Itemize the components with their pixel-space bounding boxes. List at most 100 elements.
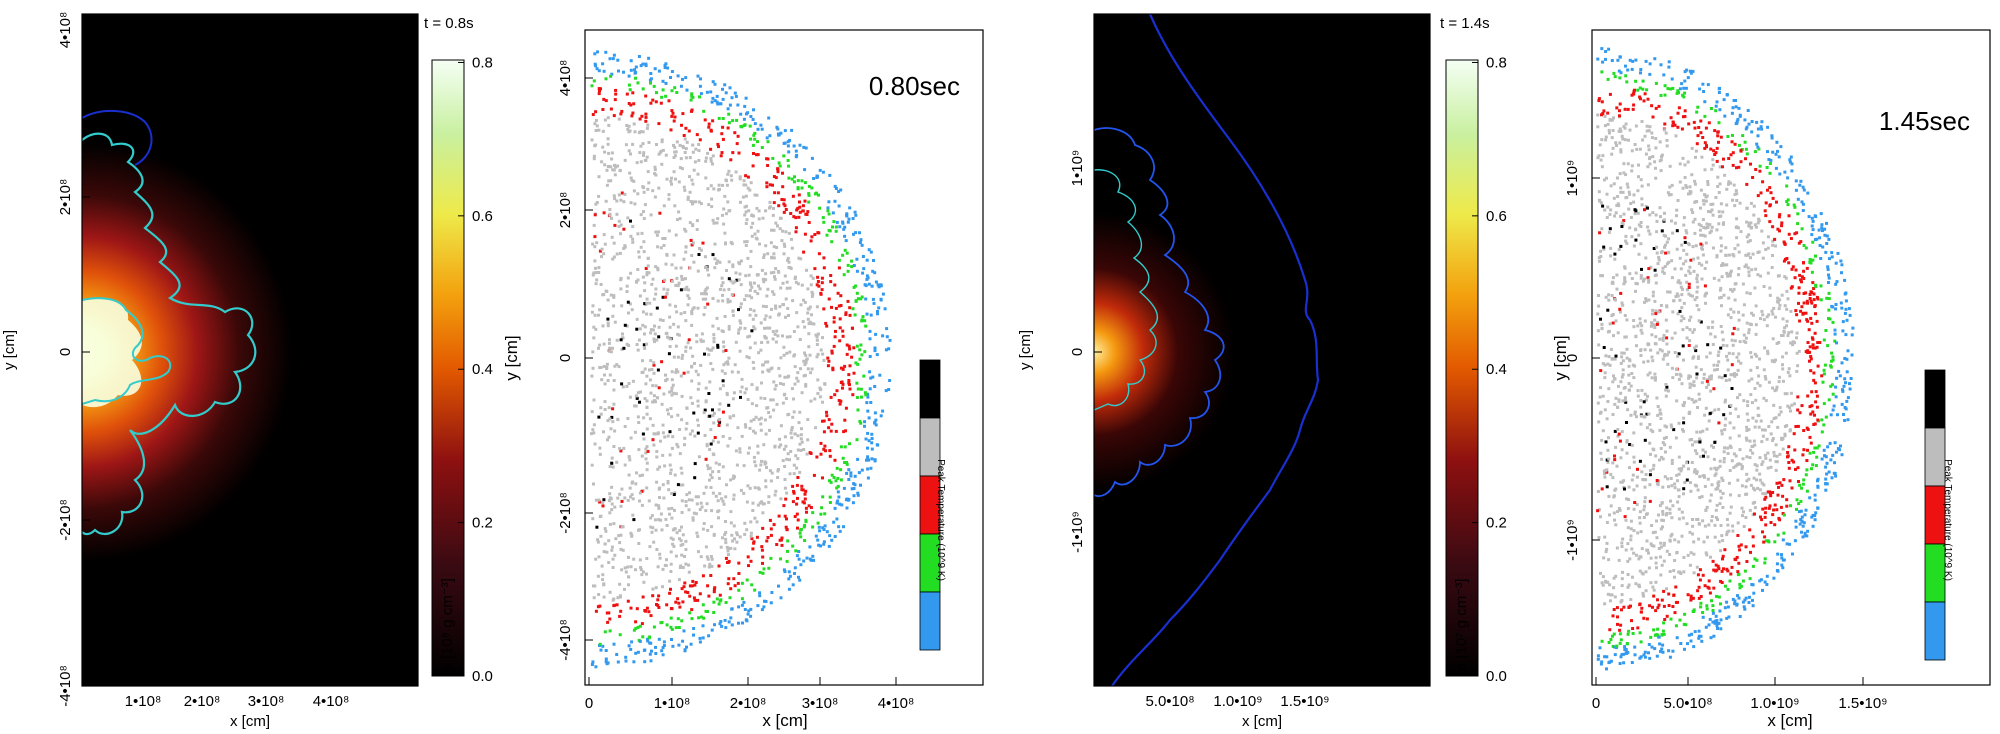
scatter-point — [1713, 440, 1717, 444]
scatter-point — [1775, 140, 1779, 144]
scatter-point — [757, 417, 761, 421]
scatter-point — [1716, 564, 1720, 568]
scatter-point — [1775, 200, 1778, 204]
scatter-point — [608, 417, 612, 421]
scatter-point — [1619, 214, 1623, 218]
scatter-point — [763, 397, 767, 400]
scatter-point — [619, 609, 623, 613]
panel-b-x-tick-label: 2•10⁸ — [730, 695, 767, 712]
scatter-point — [732, 524, 736, 528]
scatter-point — [1725, 271, 1729, 275]
scatter-point — [716, 343, 720, 347]
scatter-point — [1743, 607, 1747, 611]
scatter-point — [711, 408, 714, 412]
scatter-point — [881, 292, 885, 296]
scatter-point — [870, 447, 874, 451]
scatter-point — [1850, 333, 1854, 337]
scatter-point — [724, 531, 728, 534]
scatter-point — [1822, 372, 1826, 376]
scatter-point — [594, 110, 598, 114]
scatter-point — [632, 518, 636, 522]
scatter-point — [1607, 293, 1611, 297]
scatter-point — [845, 506, 849, 510]
scatter-point — [606, 317, 610, 321]
scatter-point — [1742, 303, 1746, 307]
scatter-point — [842, 486, 846, 490]
scatter-point — [609, 179, 613, 183]
scatter-point — [763, 326, 766, 330]
scatter-point — [684, 562, 688, 566]
scatter-point — [601, 108, 605, 111]
scatter-point — [1800, 200, 1804, 204]
scatter-point — [1711, 213, 1715, 217]
scatter-point — [1626, 585, 1630, 589]
scatter-point — [739, 395, 742, 399]
scatter-point — [1633, 143, 1637, 146]
scatter-point — [1751, 501, 1755, 505]
scatter-point — [599, 514, 603, 518]
scatter-point — [1696, 406, 1699, 409]
scatter-point — [856, 297, 860, 301]
scatter-point — [619, 198, 623, 202]
scatter-point — [592, 271, 596, 275]
scatter-point — [768, 200, 772, 204]
scatter-point — [711, 470, 715, 474]
scatter-point — [699, 92, 703, 96]
scatter-point — [826, 356, 830, 360]
scatter-point — [721, 281, 725, 285]
scatter-point — [1700, 263, 1704, 267]
scatter-point — [677, 180, 681, 184]
scatter-point — [674, 283, 678, 287]
scatter-point — [1834, 474, 1838, 478]
panel-b-legend-label: Peak Temperature (10^9 K) — [935, 459, 946, 581]
scatter-point — [821, 419, 824, 423]
scatter-point — [1721, 506, 1725, 509]
scatter-point — [627, 575, 630, 579]
scatter-point — [1705, 144, 1708, 148]
scatter-point — [698, 247, 701, 250]
scatter-point — [834, 306, 838, 310]
scatter-point — [1827, 276, 1831, 280]
scatter-point — [797, 557, 801, 561]
scatter-point — [755, 153, 758, 157]
scatter-point — [1786, 176, 1790, 180]
scatter-point — [1654, 166, 1657, 170]
scatter-point — [770, 256, 773, 260]
scatter-point — [693, 598, 697, 602]
scatter-point — [728, 436, 732, 440]
scatter-point — [717, 602, 721, 606]
scatter-point — [1620, 225, 1624, 228]
scatter-point — [747, 209, 751, 213]
scatter-point — [1734, 454, 1738, 458]
scatter-point — [1613, 252, 1617, 256]
scatter-point — [683, 227, 687, 231]
scatter-point — [1660, 598, 1664, 602]
scatter-point — [771, 398, 775, 402]
scatter-point — [1600, 660, 1604, 664]
scatter-point — [1673, 482, 1677, 486]
scatter-point — [659, 101, 663, 105]
scatter-point — [600, 160, 604, 164]
scatter-point — [673, 508, 676, 512]
scatter-point — [1831, 355, 1835, 359]
scatter-point — [1788, 374, 1792, 378]
scatter-point — [1843, 357, 1847, 360]
scatter-point — [739, 302, 743, 306]
scatter-point — [1619, 361, 1623, 365]
scatter-point — [683, 311, 687, 314]
scatter-point — [1801, 202, 1805, 206]
scatter-point — [597, 87, 601, 91]
scatter-point — [1685, 522, 1689, 526]
scatter-point — [1720, 429, 1724, 433]
scatter-point — [1642, 516, 1646, 519]
scatter-point — [1693, 298, 1697, 302]
scatter-point — [1616, 622, 1619, 626]
scatter-point — [805, 452, 809, 456]
scatter-point — [667, 507, 671, 511]
scatter-point — [819, 441, 823, 445]
scatter-point — [779, 424, 783, 428]
scatter-point — [621, 332, 624, 336]
scatter-point — [749, 181, 753, 185]
scatter-point — [783, 514, 787, 518]
scatter-point — [683, 443, 686, 447]
